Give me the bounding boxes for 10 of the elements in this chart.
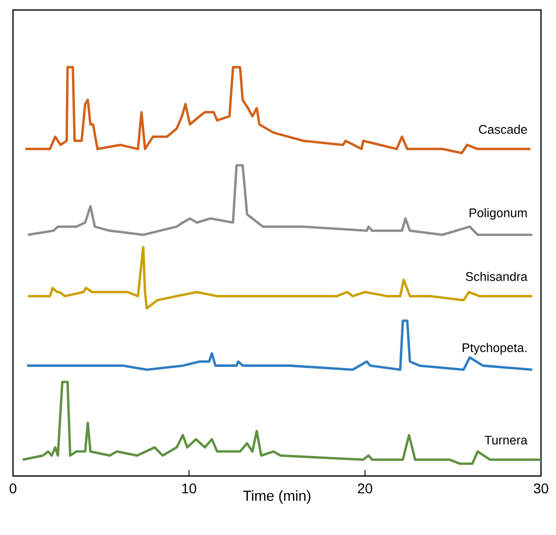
series-label: Schisandra [466, 272, 528, 281]
series-label: Ptychopeta. [462, 342, 526, 355]
x-tick-label: 10 [182, 483, 196, 494]
series-label: Cascade [478, 124, 527, 134]
series-label: Poligonum [470, 208, 527, 220]
series-label: Turnera [484, 436, 528, 445]
x-tick-label: 20 [358, 483, 372, 494]
x-tick-label: 0 [10, 483, 16, 494]
x-axis-title: Time (min) [243, 490, 310, 504]
x-tick-label: 30 [534, 483, 548, 494]
